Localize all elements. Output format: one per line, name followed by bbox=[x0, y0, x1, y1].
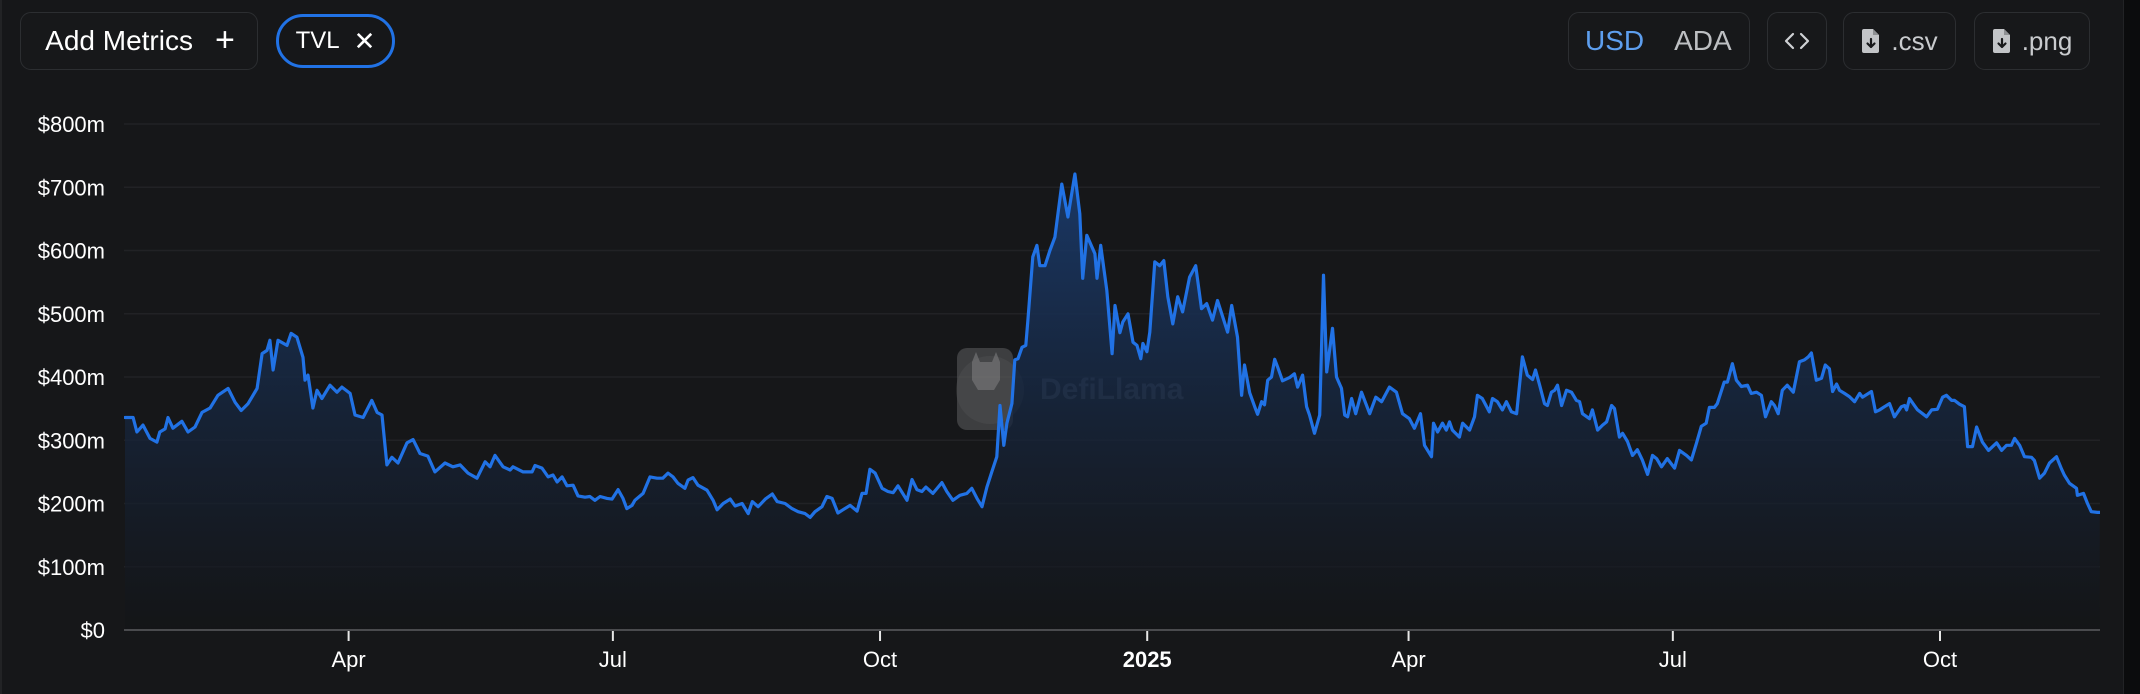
x-tick-label: Apr bbox=[1391, 647, 1425, 672]
add-metrics-button[interactable]: Add Metrics + bbox=[20, 12, 258, 70]
png-label: .png bbox=[2021, 25, 2073, 56]
file-download-icon bbox=[1862, 29, 1880, 53]
metric-pill-tvl[interactable]: TVL ✕ bbox=[276, 14, 395, 68]
x-tick-label: Jul bbox=[1659, 647, 1687, 672]
code-icon bbox=[1784, 32, 1810, 50]
download-png-button[interactable]: .png bbox=[1974, 12, 2090, 70]
close-icon[interactable]: ✕ bbox=[353, 26, 376, 56]
tvl-line[interactable] bbox=[124, 172, 2100, 519]
y-tick-label: $100m bbox=[38, 555, 105, 580]
y-axis-labels: $0 $100m $200m $300m $400m $500m $600m $700m $80… bbox=[38, 112, 105, 643]
y-tick-label: $600m bbox=[38, 239, 105, 264]
metric-pill-label: TVL bbox=[295, 27, 340, 54]
x-tick-label: Oct bbox=[863, 647, 897, 672]
x-tick-label: 2025 bbox=[1123, 647, 1172, 672]
tvl-area bbox=[125, 174, 2100, 630]
currency-toggle: USD ADA bbox=[1568, 12, 1750, 70]
llama-head-icon bbox=[972, 352, 1000, 390]
y-tick-label: $400m bbox=[38, 365, 105, 390]
x-tick-label: Oct bbox=[1923, 647, 1957, 672]
download-csv-button[interactable]: .csv bbox=[1843, 12, 1956, 70]
currency-option-usd[interactable]: USD bbox=[1585, 25, 1645, 56]
file-download-icon bbox=[1992, 29, 2010, 53]
currency-option-ada[interactable]: ADA bbox=[1674, 25, 1732, 56]
add-metrics-label: Add Metrics bbox=[45, 25, 193, 56]
y-tick-label: $700m bbox=[38, 175, 105, 200]
y-tick-label: $300m bbox=[38, 428, 105, 453]
x-tick-label: Apr bbox=[331, 647, 365, 672]
embed-code-button[interactable] bbox=[1767, 12, 1827, 70]
x-tick-label: Jul bbox=[599, 647, 627, 672]
y-tick-label: $800m bbox=[38, 112, 105, 137]
plus-icon: + bbox=[214, 20, 235, 59]
csv-label: .csv bbox=[1891, 25, 1938, 56]
x-axis-ticks: Apr Jul Oct 2025 Apr Jul Oct bbox=[331, 631, 1957, 672]
y-tick-label: $200m bbox=[38, 492, 105, 517]
y-tick-label: $500m bbox=[38, 302, 105, 327]
y-tick-label: $0 bbox=[81, 618, 105, 643]
